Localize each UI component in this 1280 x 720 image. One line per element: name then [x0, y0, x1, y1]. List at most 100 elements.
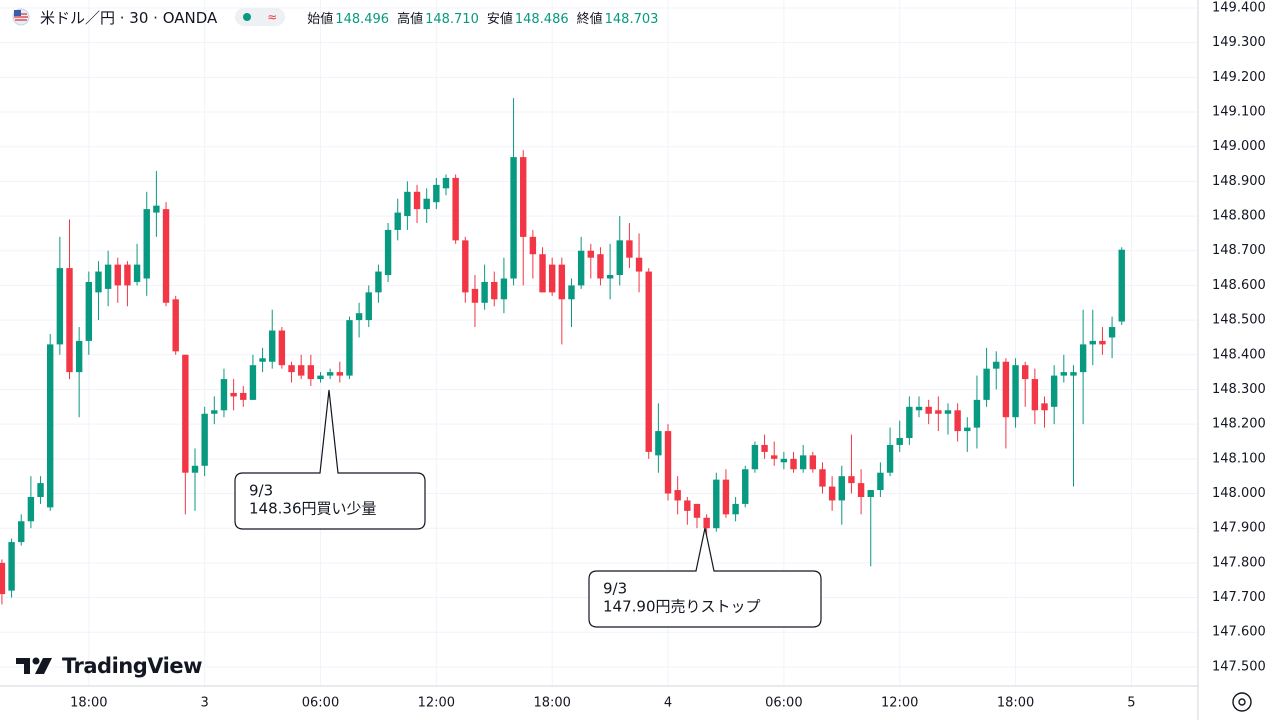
- candle-body: [37, 483, 44, 497]
- candle-body: [925, 406, 932, 414]
- candle-body: [828, 486, 836, 501]
- candle-body: [471, 288, 479, 303]
- ohlc-label: 高値: [397, 11, 424, 27]
- candle-body: [404, 191, 411, 217]
- candle-body: [915, 406, 923, 411]
- candle-body: [259, 358, 266, 362]
- candle-body: [375, 271, 382, 293]
- candle-body: [510, 157, 517, 279]
- candle-body: [838, 476, 845, 501]
- y-tick-label: 148.100: [1212, 451, 1266, 466]
- y-tick-label: 147.700: [1212, 590, 1266, 605]
- symbol[interactable]: 米ドル／円 · 30 · OANDA: [40, 8, 218, 27]
- candle-body: [143, 209, 150, 279]
- ohlc-item: 安値 148.486: [487, 8, 569, 27]
- candle-body: [626, 240, 633, 258]
- x-tick-label: 12:00: [881, 696, 918, 711]
- candle-body: [491, 281, 498, 300]
- candle-body: [761, 444, 768, 452]
- candle-body: [297, 365, 305, 376]
- axes: 147.500 147.600 147.700 147.800 147.900 148.0…: [70, 0, 1266, 710]
- y-tick-label: 149.400: [1212, 0, 1266, 15]
- candle-body: [153, 205, 160, 213]
- y-tick-label: 149.000: [1212, 139, 1266, 154]
- candle-body: [886, 444, 894, 473]
- settings-icon[interactable]: [1232, 692, 1252, 712]
- x-tick-label: 18:00: [533, 696, 570, 711]
- candle-body: [191, 465, 199, 473]
- candle-body: [500, 278, 508, 300]
- x-tick-label: 06:00: [765, 696, 802, 711]
- candle-body: [307, 365, 315, 380]
- candle-body: [336, 372, 344, 376]
- flag-icon: [12, 8, 30, 26]
- candle-body: [172, 299, 179, 352]
- y-tick-label: 149.100: [1212, 105, 1266, 120]
- x-tick-label: 18:00: [70, 696, 107, 711]
- candle-body: [269, 330, 276, 362]
- candle-body: [1118, 249, 1125, 322]
- candle-body: [249, 365, 257, 400]
- candle-body: [713, 479, 720, 529]
- ohlc-value: 148.703: [604, 11, 659, 27]
- badge-symbol: ≈: [267, 10, 278, 24]
- candle-body: [317, 375, 324, 380]
- candle-body: [664, 431, 672, 494]
- candle-body: [906, 406, 913, 439]
- candle-body: [481, 281, 488, 303]
- candle-body: [1050, 375, 1058, 407]
- candle-body: [278, 330, 286, 366]
- callout-text: 148.36円買い少量: [249, 500, 377, 518]
- candle-body: [8, 542, 15, 591]
- y-tick-label: 148.200: [1212, 417, 1266, 432]
- y-tick-label: 148.600: [1212, 278, 1266, 293]
- candle-body: [18, 521, 25, 543]
- candle-body: [240, 392, 247, 400]
- x-tick-label: 18:00: [997, 696, 1034, 711]
- candle-body: [742, 469, 749, 504]
- candle-body: [597, 254, 604, 279]
- candle-body: [162, 209, 170, 303]
- candle-body: [983, 368, 990, 400]
- candle-body: [75, 340, 83, 373]
- callout-text: 9/3: [249, 482, 273, 500]
- ohlc-label: 安値: [486, 11, 513, 27]
- candle-body: [452, 177, 459, 241]
- logo[interactable]: TradingView: [16, 654, 202, 678]
- candle-body: [384, 229, 392, 276]
- candle-body: [1060, 372, 1068, 376]
- y-tick-label: 148.000: [1212, 486, 1266, 501]
- x-tick-label: 12:00: [418, 696, 455, 711]
- ohlc-item: 始値 148.496: [307, 8, 389, 27]
- y-tick-label: 148.700: [1212, 243, 1266, 258]
- y-tick-label: 148.900: [1212, 174, 1266, 189]
- candle-body: [56, 268, 64, 345]
- candle-body: [365, 292, 372, 321]
- candle-body: [944, 410, 952, 414]
- x-tick-label: 3: [201, 696, 209, 711]
- y-tick-label: 147.600: [1212, 625, 1266, 640]
- candle-body: [867, 490, 874, 497]
- candle-body: [1070, 372, 1077, 376]
- ohlc-values: 始値 148.496 高値 148.710 安値 148.486 終値 148.703: [307, 8, 658, 27]
- candles: [0, 98, 1125, 605]
- candle-body: [124, 264, 131, 286]
- candle-body: [220, 379, 228, 411]
- candle-body: [857, 483, 865, 497]
- candle-body: [771, 455, 778, 459]
- y-tick-label: 149.200: [1212, 70, 1266, 85]
- ohlc-value: 148.486: [514, 11, 569, 27]
- ohlc-label: 終値: [576, 11, 603, 27]
- candle-body: [848, 476, 855, 484]
- candle-body: [655, 431, 662, 456]
- callout-box: [588, 527, 822, 628]
- candle-body: [993, 361, 1000, 369]
- candle-body: [1099, 340, 1106, 345]
- y-tick-label: 148.400: [1212, 347, 1266, 362]
- legend-header: 米ドル／円 · 30 · OANDA ≈ 始値 148.496 高値 148.710 安…: [0, 6, 658, 28]
- candle-body: [1031, 379, 1039, 411]
- candle-body: [1089, 340, 1096, 345]
- candle-body: [66, 268, 73, 373]
- status-badge[interactable]: ≈: [235, 8, 286, 26]
- candle-body: [973, 399, 981, 428]
